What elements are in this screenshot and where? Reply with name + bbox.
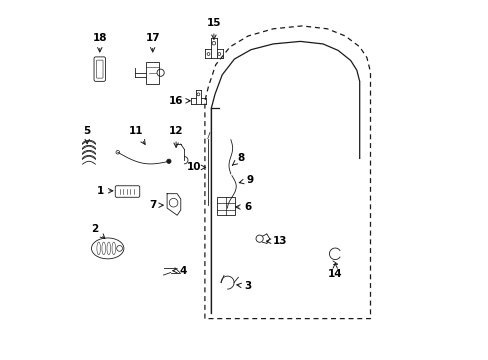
- Text: 6: 6: [235, 202, 251, 212]
- Text: 15: 15: [206, 18, 221, 39]
- Text: 3: 3: [236, 281, 251, 291]
- Text: 13: 13: [266, 236, 287, 246]
- Text: 11: 11: [129, 126, 145, 144]
- Text: 10: 10: [186, 162, 205, 172]
- Text: 16: 16: [168, 96, 190, 106]
- Text: 5: 5: [83, 126, 91, 144]
- Text: 18: 18: [92, 33, 107, 52]
- Text: 2: 2: [91, 224, 105, 239]
- Text: 17: 17: [145, 33, 160, 52]
- Text: 12: 12: [168, 126, 183, 147]
- Text: 8: 8: [232, 153, 244, 165]
- Text: 1: 1: [97, 186, 113, 196]
- Text: 7: 7: [149, 200, 163, 210]
- Text: 14: 14: [327, 264, 342, 279]
- Text: 4: 4: [172, 266, 186, 276]
- Text: 9: 9: [239, 175, 253, 185]
- Circle shape: [166, 159, 171, 163]
